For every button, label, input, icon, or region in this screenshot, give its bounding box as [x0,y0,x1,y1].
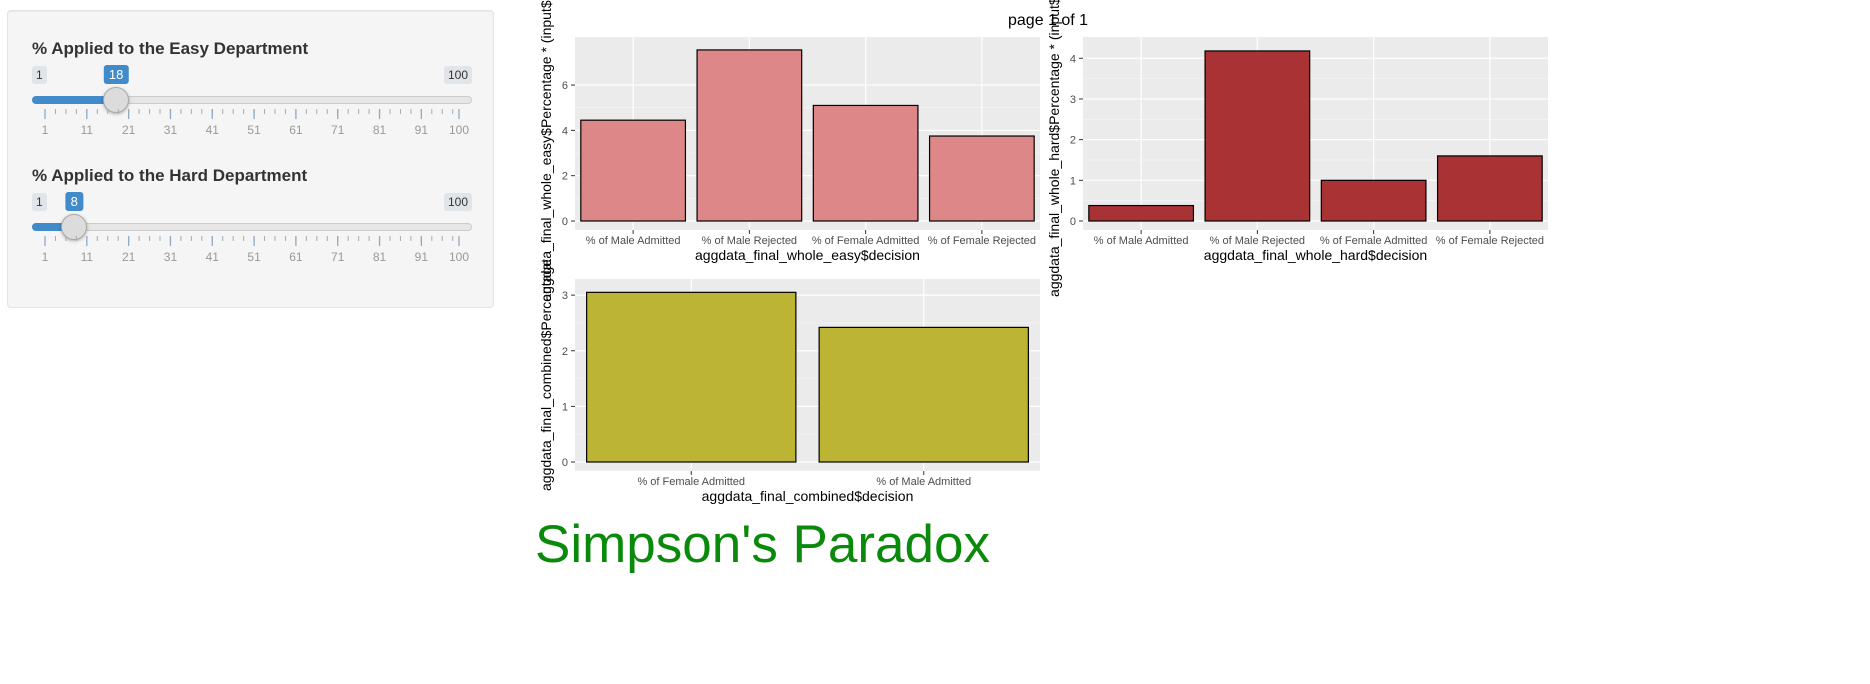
easy-tick-label: 1 [42,123,49,137]
y-tick-label: 0 [1070,216,1076,228]
hard-tick-label: 11 [81,250,94,264]
bar [586,291,797,463]
easy-tick-label: 11 [81,123,94,137]
y-tick-label: 2 [562,346,568,358]
y-tick-label: 0 [562,216,568,228]
bar [1088,204,1195,222]
bar [928,135,1035,222]
y-tick-label: 6 [562,80,568,92]
hard-tick-label: 1 [42,250,49,264]
hard-tick-label: 81 [373,250,387,264]
x-tick-label: % of Female Rejected [928,235,1036,247]
hard-slider-track[interactable] [32,223,472,231]
x-tick-label: % of Female Rejected [1436,235,1544,247]
app-title: Simpson's Paradox [535,515,990,574]
y-tick-label: 3 [1070,94,1076,106]
page-label: page 1 of 1 [1008,12,1088,29]
easy-tick-label: 71 [331,123,345,137]
hard-tick-label: 21 [122,250,136,264]
bar [812,104,919,222]
y-tick-label: 3 [562,290,568,302]
x-tick-label: % of Female Admitted [1320,235,1428,247]
easy-tick-label: 31 [164,123,178,137]
easy-slider-max: 100 [443,66,472,84]
x-axis-title: aggdata_final_whole_hard$decision [1204,247,1427,263]
hard-slider-min: 1 [32,193,47,211]
plot-area: page 1 of 1 0 2 4 6 % of Male Admitted % of Ma… [538,0,1548,504]
x-tick-label: % of Male Admitted [876,476,971,488]
y-tick-label: 1 [1070,175,1076,187]
bar [818,326,1029,463]
bar-chart-1: 0 2 4 6 % of Male Admitted % of Male Rejected… [538,0,1040,302]
easy-slider-ticks: 1 11 21 31 41 51 61 71 81 91 100 [42,109,469,137]
bar-chart-2: 0 1 2 3 4 % of Male Admitted % of Male Rejecte… [1046,0,1548,297]
easy-slider-min: 1 [32,66,47,84]
hard-slider-handle[interactable] [61,214,88,240]
y-tick-label: 4 [562,125,568,137]
y-axis-title: aggdata_final_whole_hard$Percentage * (i… [1046,0,1062,297]
easy-slider-fill [32,96,117,104]
easy-tick-label: 41 [206,123,220,137]
hard-slider-ticks: 1 11 21 31 41 51 61 71 81 91 100 [42,236,469,264]
hard-slider-max: 100 [443,193,472,211]
sidebar-panel: % Applied to the Easy Department 1 100 1… [7,10,494,308]
bar [1320,179,1427,222]
bar [1436,155,1543,222]
bar-chart-3: 0 1 2 3 % of Female Admitted % of Male Admitt… [538,259,1040,504]
x-axis-title: aggdata_final_combined$decision [702,488,914,504]
y-tick-label: 0 [562,457,568,469]
x-tick-label: % of Male Rejected [702,235,797,247]
hard-slider-label: % Applied to the Hard Department [32,166,308,185]
x-tick-label: % of Male Rejected [1210,235,1305,247]
easy-tick-label: 100 [449,123,469,137]
hard-tick-label: 51 [247,250,261,264]
y-axis-title: aggdata_final_whole_easy$Percentage * (i… [538,0,554,302]
x-tick-label: % of Male Admitted [586,235,681,247]
hard-tick-label: 91 [415,250,429,264]
hard-tick-label: 61 [289,250,303,264]
hard-slider-value: 8 [65,192,83,211]
hard-tick-label: 41 [206,250,220,264]
easy-tick-label: 91 [415,123,429,137]
hard-tick-label: 100 [449,250,469,264]
y-tick-label: 2 [562,171,568,183]
hard-slider-fill [32,223,75,231]
hard-tick-label: 31 [164,250,178,264]
y-axis-title: aggdata_final_combined$Percentage [538,259,554,491]
bar [580,119,687,222]
x-tick-label: % of Female Admitted [637,476,745,488]
easy-tick-label: 61 [289,123,303,137]
easy-tick-label: 51 [247,123,261,137]
easy-slider-value: 18 [103,65,129,84]
easy-tick-label: 21 [122,123,136,137]
bar [696,49,803,222]
bar [1204,50,1311,222]
y-tick-label: 1 [562,401,568,413]
x-tick-label: % of Male Admitted [1094,235,1189,247]
x-tick-label: % of Female Admitted [812,235,920,247]
hard-tick-label: 71 [331,250,345,264]
easy-tick-label: 81 [373,123,387,137]
easy-slider-label: % Applied to the Easy Department [32,39,309,58]
easy-slider-handle[interactable] [103,87,130,113]
x-axis-title: aggdata_final_whole_easy$decision [695,247,920,263]
y-tick-label: 4 [1070,53,1076,65]
y-tick-label: 2 [1070,135,1076,147]
